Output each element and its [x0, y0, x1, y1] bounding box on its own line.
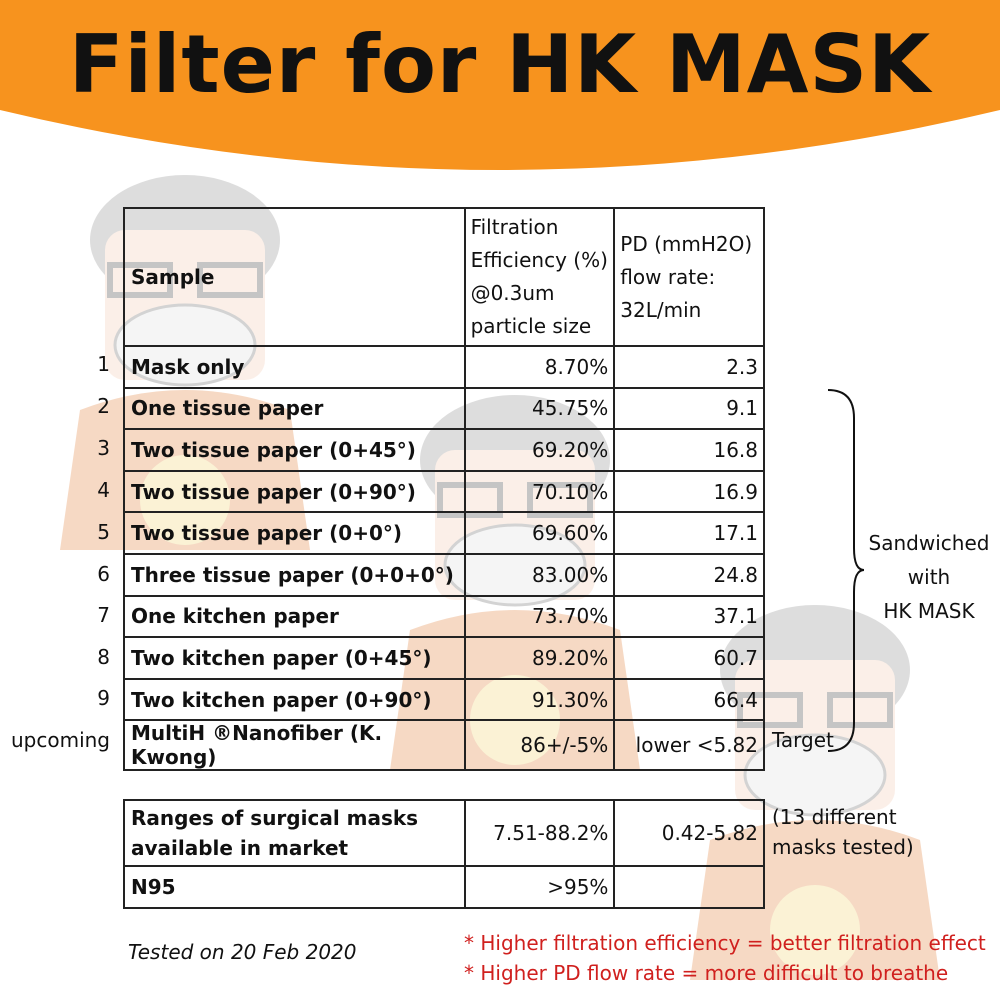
- cell-sample: One tissue paper: [123, 386, 466, 431]
- row-number: 2: [97, 394, 110, 418]
- row-number: 7: [97, 603, 110, 627]
- row-number: 6: [97, 562, 110, 586]
- page-title: Filter for HK MASK: [68, 18, 932, 111]
- curly-brace-icon: [827, 389, 865, 752]
- table-row: Two kitchen paper (0+45°) 89.20% 60.7: [123, 636, 765, 680]
- cell-pd: 9.1: [613, 386, 765, 431]
- cell-pd: 60.7: [613, 636, 765, 680]
- cell-sample: Two tissue paper (0+45°): [123, 428, 466, 472]
- cell-pd: [613, 865, 765, 909]
- cell-sample: Three tissue paper (0+0+0°): [123, 552, 466, 597]
- row-number: 8: [97, 645, 110, 669]
- cell-sample: Two kitchen paper (0+90°): [123, 677, 466, 722]
- row-number: 3: [97, 436, 110, 460]
- row-number: 5: [97, 520, 110, 544]
- cell-pd: lower <5.82: [613, 719, 765, 772]
- cell-pd: 37.1: [613, 594, 765, 639]
- tested-date: Tested on 20 Feb 2020: [128, 940, 357, 964]
- cell-pd: 66.4: [613, 677, 765, 722]
- cell-pd: 16.8: [613, 428, 765, 472]
- cell-sample: Two tissue paper (0+0°): [123, 511, 466, 555]
- masks-tested-note: (13 different masks tested): [772, 805, 914, 859]
- sandwiched-note: Sandwiched with HK MASK: [868, 531, 990, 623]
- row-number: upcoming: [10, 728, 110, 752]
- cell-sample: Ranges of surgical masks available in ma…: [123, 799, 466, 867]
- cell-sample: N95: [123, 865, 466, 909]
- cell-sample: Two kitchen paper (0+45°): [123, 636, 466, 680]
- table-row: Two tissue paper (0+0°) 69.60% 17.1: [123, 511, 765, 555]
- cell-pd: 2.3: [613, 345, 765, 389]
- table-row: N95 >95%: [123, 865, 765, 909]
- cell-efficiency: 83.00%: [463, 552, 616, 597]
- cell-pd: 16.9: [613, 469, 765, 514]
- header-sample: Sample: [123, 207, 466, 347]
- cell-efficiency: 69.60%: [463, 511, 616, 555]
- row-number: 4: [97, 478, 110, 502]
- table-header-row: Sample Filtration Efficiency (%) @0.3um …: [123, 207, 765, 347]
- cell-efficiency: 86+/-5%: [463, 719, 616, 772]
- footnote: * Higher filtration efficiency = better …: [464, 931, 986, 955]
- cell-sample: Two tissue paper (0+90°): [123, 469, 466, 514]
- cell-efficiency: 8.70%: [463, 345, 616, 389]
- row-number: 1: [97, 352, 110, 376]
- header-pd: PD (mmH2O) flow rate: 32L/min: [613, 207, 765, 347]
- row-number: 9: [97, 686, 110, 710]
- cell-efficiency: 70.10%: [463, 469, 616, 514]
- cell-sample: One kitchen paper: [123, 594, 466, 639]
- filtration-results-table: Sample Filtration Efficiency (%) @0.3um …: [123, 207, 765, 772]
- target-label: Target: [772, 728, 834, 752]
- header-efficiency: Filtration Efficiency (%) @0.3um particl…: [463, 207, 616, 347]
- cell-sample: MultiH ®Nanofiber (K. Kwong): [123, 719, 466, 772]
- footnotes: * Higher filtration efficiency = better …: [464, 928, 986, 988]
- footnote: * Higher PD flow rate = more difficult t…: [464, 961, 949, 985]
- cell-efficiency: 91.30%: [463, 677, 616, 722]
- title-banner: [0, 0, 1000, 170]
- cell-efficiency: 45.75%: [463, 386, 616, 431]
- table-row: Two kitchen paper (0+90°) 91.30% 66.4: [123, 677, 765, 722]
- table-row: Mask only 8.70% 2.3: [123, 345, 765, 389]
- cell-efficiency: >95%: [463, 865, 616, 909]
- cell-pd: 0.42-5.82: [613, 799, 765, 867]
- cell-sample: Mask only: [123, 345, 466, 389]
- table-row: Ranges of surgical masks available in ma…: [123, 799, 765, 867]
- table-row: Three tissue paper (0+0+0°) 83.00% 24.8: [123, 552, 765, 597]
- market-comparison-table: Ranges of surgical masks available in ma…: [123, 799, 765, 909]
- cell-efficiency: 69.20%: [463, 428, 616, 472]
- table-row: Two tissue paper (0+45°) 69.20% 16.8: [123, 428, 765, 472]
- cell-pd: 24.8: [613, 552, 765, 597]
- cell-efficiency: 73.70%: [463, 594, 616, 639]
- table-row: Two tissue paper (0+90°) 70.10% 16.9: [123, 469, 765, 514]
- cell-efficiency: 89.20%: [463, 636, 616, 680]
- cell-pd: 17.1: [613, 511, 765, 555]
- table-row: MultiH ®Nanofiber (K. Kwong) 86+/-5% low…: [123, 719, 765, 772]
- table-row: One tissue paper 45.75% 9.1: [123, 386, 765, 431]
- cell-efficiency: 7.51-88.2%: [463, 799, 616, 867]
- table-row: One kitchen paper 73.70% 37.1: [123, 594, 765, 639]
